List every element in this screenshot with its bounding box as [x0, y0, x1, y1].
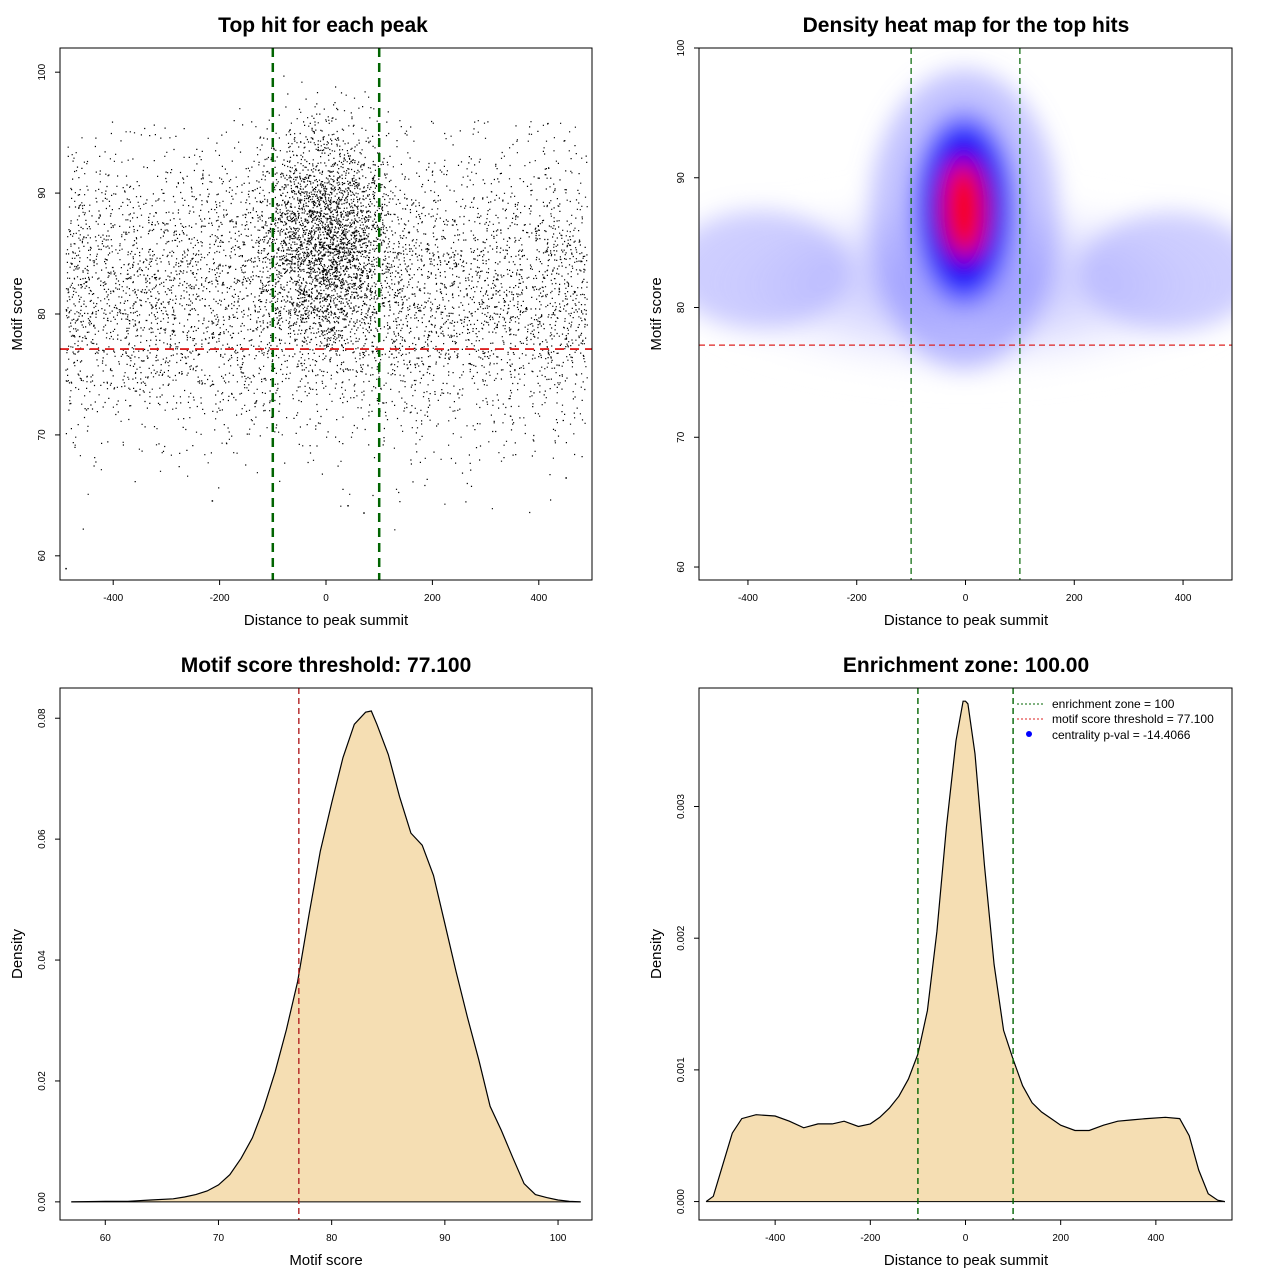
scatter-y-tick-label: 70 [37, 429, 48, 441]
distance-density-x-label: Distance to peak summit [884, 1252, 1049, 1269]
legend-entry-threshold: motif score threshold = 77.100 [1052, 712, 1214, 726]
heatmap-y-tick-label: 70 [676, 431, 687, 443]
heatmap-y-tick-label: 90 [676, 172, 687, 184]
heatmap-x-tick-label: 400 [1175, 593, 1192, 604]
scatter-x-tick-label: -400 [103, 593, 123, 604]
distance-density-y-tick-label: 0.003 [676, 794, 687, 819]
distance-density-x-tick-label: 400 [1148, 1233, 1165, 1244]
scatter-y-axis: 60 70 80 90 100 [37, 63, 60, 561]
score-density-panel: Motif score threshold: 77.100 60 70 80 90 10… [9, 654, 593, 1269]
distance-density-y-label: Density [648, 928, 665, 979]
scatter-y-tick-label: 90 [37, 187, 48, 199]
heatmap-density [699, 70, 1232, 390]
heatmap-y-tick-label: 80 [676, 302, 687, 314]
score-density-x-tick-label: 100 [550, 1233, 567, 1244]
legend: enrichment zone = 100 motif score thresh… [1017, 697, 1214, 742]
scatter-title: Top hit for each peak [218, 14, 428, 37]
distance-density-x-tick-label: -400 [765, 1233, 785, 1244]
heatmap-title: Density heat map for the top hits [803, 14, 1130, 37]
heatmap-peak-lower [951, 208, 981, 256]
distance-density-title: Enrichment zone: 100.00 [843, 654, 1089, 677]
scatter-y-label: Motif score [9, 277, 26, 350]
score-density-curve [71, 710, 581, 1203]
distance-density-fill [706, 701, 1225, 1202]
score-density-x-tick-label: 80 [326, 1233, 338, 1244]
score-density-y-tick-label: 0.04 [37, 950, 48, 970]
distance-density-y-tick-label: 0.002 [676, 925, 687, 950]
distance-density-x-tick-label: 200 [1052, 1233, 1069, 1244]
score-density-fill [71, 711, 581, 1202]
heatmap-y-tick-label: 60 [676, 561, 687, 573]
scatter-point-cloud [65, 75, 588, 535]
heatmap-reference-lines [699, 48, 1232, 580]
distance-density-curve [705, 700, 1226, 1203]
scatter-point [211, 500, 214, 502]
scatter-x-axis: -400 -200 0 200 400 [103, 580, 548, 604]
legend-entry-enrichment-zone: enrichment zone = 100 [1052, 697, 1175, 711]
score-density-title: Motif score threshold: 77.100 [181, 654, 472, 677]
scatter-x-tick-label: 0 [323, 593, 329, 604]
scatter-x-tick-label: 200 [424, 593, 441, 604]
scatter-points [65, 75, 588, 570]
distance-density-y-tick-label: 0.000 [676, 1189, 687, 1214]
score-density-area [71, 710, 581, 1203]
score-density-plot-frame [59, 687, 593, 1221]
scatter-point [565, 477, 567, 479]
scatter-y-tick-label: 80 [37, 308, 48, 320]
heatmap-x-tick-label: -200 [847, 593, 867, 604]
score-density-y-tick-label: 0.06 [37, 829, 48, 849]
heatmap-x-tick-label: -400 [738, 593, 758, 604]
enrichment-zone-lines [917, 688, 1014, 1220]
score-density-x-tick-label: 90 [439, 1233, 451, 1244]
heatmap-y-tick-label: 100 [676, 39, 687, 56]
distance-density-x-axis: -400 -200 0 200 400 [765, 1220, 1165, 1244]
distance-density-x-tick-label: -200 [860, 1233, 880, 1244]
distance-density-y-axis: 0.000 0.001 0.002 0.003 [676, 794, 699, 1214]
score-density-x-tick-label: 60 [100, 1233, 112, 1244]
score-density-y-label: Density [9, 928, 26, 979]
score-density-x-axis: 60 70 80 90 100 [100, 1220, 567, 1244]
heatmap-band-right [1080, 212, 1232, 332]
legend-swatch-pval [1026, 731, 1032, 737]
score-density-y-tick-label: 0.00 [37, 1192, 48, 1212]
scatter-x-label: Distance to peak summit [244, 612, 409, 629]
score-density-y-tick-label: 0.02 [37, 1071, 48, 1091]
score-density-x-tick-label: 70 [213, 1233, 225, 1244]
distance-density-x-tick-label: 0 [963, 1233, 969, 1244]
legend-entry-pval: centrality p-val = -14.4066 [1052, 728, 1191, 742]
score-density-y-tick-label: 0.08 [37, 708, 48, 728]
scatter-point [65, 567, 67, 570]
distance-density-panel: Enrichment zone: 100.00 -400 -200 0 200 400 … [648, 654, 1233, 1269]
heatmap-band-left [699, 210, 850, 330]
heatmap-y-axis: 60 70 80 90 100 [676, 39, 699, 573]
heatmap-peak-upper [946, 162, 978, 218]
scatter-reference-lines [60, 48, 592, 580]
scatter-plot-frame [59, 47, 593, 581]
score-density-y-axis: 0.00 0.02 0.04 0.06 0.08 [37, 708, 60, 1212]
scatter-point [347, 505, 349, 507]
distance-density-area [705, 700, 1226, 1203]
distance-density-y-tick-label: 0.001 [676, 1057, 687, 1082]
heatmap-x-tick-label: 200 [1066, 593, 1083, 604]
heatmap-x-label: Distance to peak summit [884, 612, 1049, 629]
scatter-panel: Top hit for each peak -400 -200 0 200 400 60… [9, 14, 593, 629]
heatmap-panel: Density heat map for the top hits -400 -2… [648, 14, 1233, 629]
scatter-y-tick-label: 60 [37, 550, 48, 562]
scatter-point [363, 512, 365, 514]
scatter-x-tick-label: 400 [530, 593, 547, 604]
heatmap-y-label: Motif score [648, 277, 665, 350]
scatter-x-tick-label: -200 [210, 593, 230, 604]
heatmap-x-axis: -400 -200 0 200 400 [738, 580, 1192, 604]
scatter-y-tick-label: 100 [37, 63, 48, 80]
heatmap-x-tick-label: 0 [963, 593, 969, 604]
score-density-x-label: Motif score [289, 1252, 362, 1269]
